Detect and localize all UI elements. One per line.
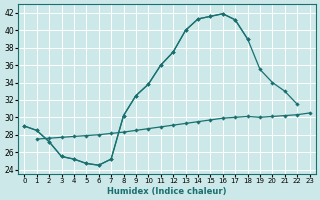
X-axis label: Humidex (Indice chaleur): Humidex (Indice chaleur) [107, 187, 227, 196]
